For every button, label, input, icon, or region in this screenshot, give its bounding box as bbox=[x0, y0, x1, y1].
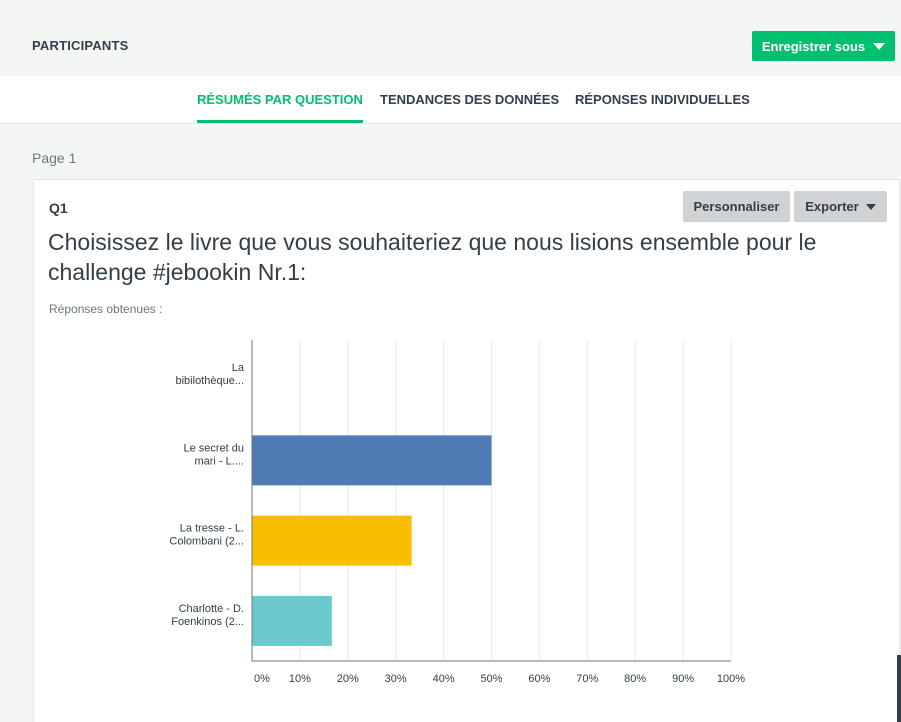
category-label: Colombani (2... bbox=[169, 536, 244, 548]
customize-button[interactable]: Personnaliser bbox=[683, 191, 790, 222]
tab-individual-responses[interactable]: RÉPONSES INDIVIDUELLES bbox=[575, 76, 750, 123]
tab-individual-responses-label: RÉPONSES INDIVIDUELLES bbox=[575, 92, 750, 107]
answered-count-label: Réponses obtenues : bbox=[49, 302, 163, 316]
top-bar: PARTICIPANTS Enregistrer sous bbox=[0, 0, 901, 76]
category-label: Foenkinos (2... bbox=[171, 616, 244, 628]
tab-question-summaries-label: RÉSUMÉS PAR QUESTION bbox=[197, 92, 363, 107]
tab-data-trends-label: TENDANCES DES DONNÉES bbox=[380, 92, 560, 107]
chevron-down-icon bbox=[873, 42, 886, 50]
page-label: Page 1 bbox=[32, 150, 77, 166]
question-number: Q1 bbox=[49, 200, 68, 216]
bar bbox=[252, 595, 332, 646]
x-tick-label: 30% bbox=[385, 673, 407, 685]
category-label: La bbox=[232, 362, 245, 374]
category-label: mari - L.... bbox=[194, 455, 244, 467]
category-label: bibilothèque... bbox=[176, 375, 245, 387]
x-tick-label: 100% bbox=[717, 673, 745, 685]
x-tick-label: 90% bbox=[672, 673, 694, 685]
x-tick-label: 20% bbox=[337, 673, 359, 685]
save-as-label: Enregistrer sous bbox=[761, 38, 866, 54]
tab-question-summaries[interactable]: RÉSUMÉS PAR QUESTION bbox=[197, 76, 363, 123]
customize-label: Personnaliser bbox=[693, 199, 780, 214]
x-tick-label: 80% bbox=[624, 673, 646, 685]
x-tick-label: 40% bbox=[433, 673, 455, 685]
x-tick-label: 50% bbox=[480, 673, 502, 685]
x-tick-label: 0% bbox=[254, 673, 270, 685]
tab-data-trends[interactable]: TENDANCES DES DONNÉES bbox=[380, 76, 559, 123]
category-label: Charlotte - D. bbox=[179, 603, 244, 615]
export-label: Exporter bbox=[805, 199, 859, 214]
bar bbox=[252, 515, 412, 566]
category-label: La tresse - L. bbox=[180, 523, 244, 535]
participants-label: PARTICIPANTS bbox=[32, 38, 129, 53]
page-scrollbar[interactable] bbox=[897, 655, 901, 722]
save-as-button[interactable]: Enregistrer sous bbox=[752, 31, 895, 61]
export-button[interactable]: Exporter bbox=[794, 191, 887, 222]
chevron-down-icon bbox=[865, 203, 876, 210]
tab-bar: RÉSUMÉS PAR QUESTION TENDANCES DES DONNÉ… bbox=[0, 76, 901, 124]
question-title: Choisissez le livre que vous souhaiterie… bbox=[48, 229, 817, 285]
x-tick-label: 70% bbox=[576, 673, 598, 685]
question-card: Q1 Personnaliser Exporter Choisissez le … bbox=[33, 179, 900, 722]
bar bbox=[252, 435, 492, 486]
x-tick-label: 10% bbox=[289, 673, 311, 685]
x-tick-label: 60% bbox=[528, 673, 550, 685]
category-label: Le secret du bbox=[183, 442, 244, 454]
